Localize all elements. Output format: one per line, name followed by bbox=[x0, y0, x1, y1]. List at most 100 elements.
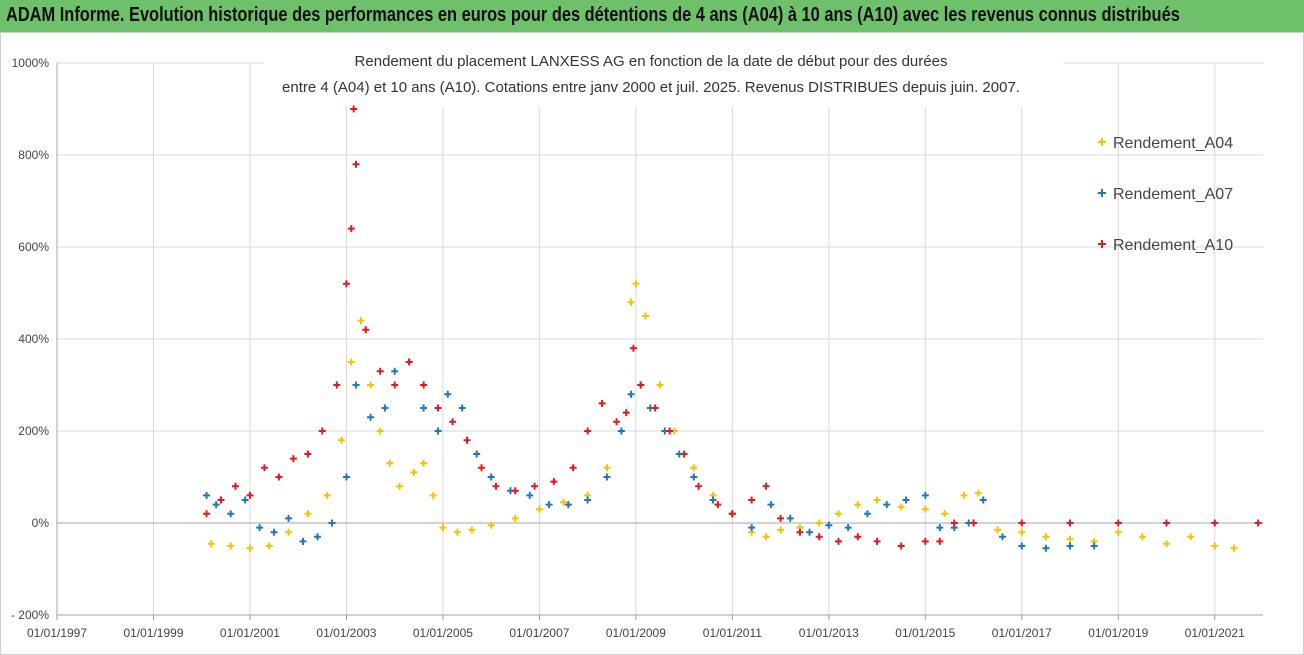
data-point bbox=[1163, 540, 1171, 548]
data-point bbox=[241, 496, 249, 504]
x-tick-label: 01/01/2017 bbox=[992, 626, 1052, 640]
data-point bbox=[453, 528, 461, 536]
x-tick-label: 01/01/2003 bbox=[316, 626, 376, 640]
data-point bbox=[854, 501, 862, 509]
data-point bbox=[921, 491, 929, 499]
data-point bbox=[629, 344, 637, 352]
legend-label: Rendement_A10 bbox=[1113, 237, 1233, 254]
data-point bbox=[420, 381, 428, 389]
chart-subtitle-line2: entre 4 (A04) et 10 ans (A10). Cotations… bbox=[282, 79, 1020, 96]
data-point bbox=[487, 521, 495, 529]
data-point bbox=[342, 280, 350, 288]
data-point bbox=[680, 450, 688, 458]
data-point bbox=[256, 524, 264, 532]
data-point bbox=[458, 404, 466, 412]
x-tick-label: 01/01/2001 bbox=[220, 626, 280, 640]
data-point bbox=[352, 381, 360, 389]
data-point bbox=[632, 280, 640, 288]
x-axis-ticks: 01/01/1997 01/01/1999 01/01/2001 01/01/2003… bbox=[27, 626, 1245, 640]
data-point bbox=[357, 317, 365, 325]
chart-grid bbox=[56, 62, 1263, 620]
data-point bbox=[468, 526, 476, 534]
data-point bbox=[796, 528, 804, 536]
y-tick-label: 800% bbox=[18, 148, 49, 162]
data-point bbox=[473, 450, 481, 458]
data-point bbox=[396, 482, 404, 490]
data-point bbox=[299, 537, 307, 545]
data-points bbox=[203, 105, 1262, 552]
data-point bbox=[212, 501, 220, 509]
data-point bbox=[429, 491, 437, 499]
data-point bbox=[350, 105, 358, 113]
y-tick-label: - 200% bbox=[11, 608, 49, 622]
data-point bbox=[511, 514, 519, 522]
x-tick-label: 01/01/2005 bbox=[413, 626, 473, 640]
data-point bbox=[714, 501, 722, 509]
data-point bbox=[463, 436, 471, 444]
data-point bbox=[1211, 542, 1219, 550]
data-point bbox=[598, 399, 606, 407]
data-point bbox=[815, 533, 823, 541]
data-point bbox=[806, 528, 814, 536]
data-point bbox=[285, 528, 293, 536]
data-point bbox=[487, 473, 495, 481]
series-Rendement_A10 bbox=[203, 105, 1262, 550]
data-point bbox=[666, 427, 674, 435]
data-point bbox=[921, 505, 929, 513]
data-point bbox=[1211, 519, 1219, 527]
y-tick-label: 600% bbox=[18, 240, 49, 254]
data-point bbox=[405, 358, 413, 366]
x-tick-label: 01/01/2021 bbox=[1185, 626, 1245, 640]
data-point bbox=[492, 482, 500, 490]
data-point bbox=[449, 418, 457, 426]
data-point bbox=[1114, 519, 1122, 527]
chart-frame: Rendement du placement LANXESS AG en fon… bbox=[0, 32, 1304, 655]
x-tick-label: 01/01/2011 bbox=[703, 626, 762, 640]
data-point bbox=[217, 496, 225, 504]
data-point bbox=[627, 298, 635, 306]
data-point bbox=[420, 459, 428, 467]
data-point bbox=[950, 519, 958, 527]
data-point bbox=[333, 381, 341, 389]
data-point bbox=[207, 540, 215, 548]
data-point bbox=[1090, 542, 1098, 550]
chart-axes bbox=[56, 63, 1263, 616]
chart-subtitle-line1: Rendement du placement LANXESS AG en fon… bbox=[355, 53, 948, 70]
data-point bbox=[921, 537, 929, 545]
data-point bbox=[834, 537, 842, 545]
data-point bbox=[854, 533, 862, 541]
data-point bbox=[1230, 544, 1238, 552]
x-tick-label: 01/01/2019 bbox=[1088, 626, 1148, 640]
data-point bbox=[550, 478, 558, 486]
data-point bbox=[728, 510, 736, 518]
data-point bbox=[863, 510, 871, 518]
data-point bbox=[318, 427, 326, 435]
data-point bbox=[439, 524, 447, 532]
data-point bbox=[994, 526, 1002, 534]
data-point bbox=[362, 326, 370, 334]
data-point bbox=[974, 489, 982, 497]
x-tick-label: 01/01/1999 bbox=[123, 626, 183, 640]
data-point bbox=[902, 496, 910, 504]
data-point bbox=[338, 436, 346, 444]
y-tick-label: 200% bbox=[18, 424, 49, 438]
data-point bbox=[637, 381, 645, 389]
data-point bbox=[627, 390, 635, 398]
data-point bbox=[777, 514, 785, 522]
legend-label: Rendement_A07 bbox=[1113, 186, 1233, 203]
data-point bbox=[367, 413, 375, 421]
data-point bbox=[569, 464, 577, 472]
subtitle-background bbox=[263, 43, 1063, 107]
data-point bbox=[1042, 533, 1050, 541]
x-tick-label: 01/01/1997 bbox=[27, 626, 87, 640]
data-point bbox=[936, 537, 944, 545]
data-point bbox=[381, 404, 389, 412]
data-point bbox=[304, 450, 312, 458]
data-point bbox=[227, 542, 235, 550]
data-point bbox=[352, 160, 360, 168]
data-point bbox=[391, 367, 399, 375]
data-point bbox=[1254, 519, 1262, 527]
data-point bbox=[825, 521, 833, 529]
data-point bbox=[410, 468, 418, 476]
data-point bbox=[1066, 535, 1074, 543]
